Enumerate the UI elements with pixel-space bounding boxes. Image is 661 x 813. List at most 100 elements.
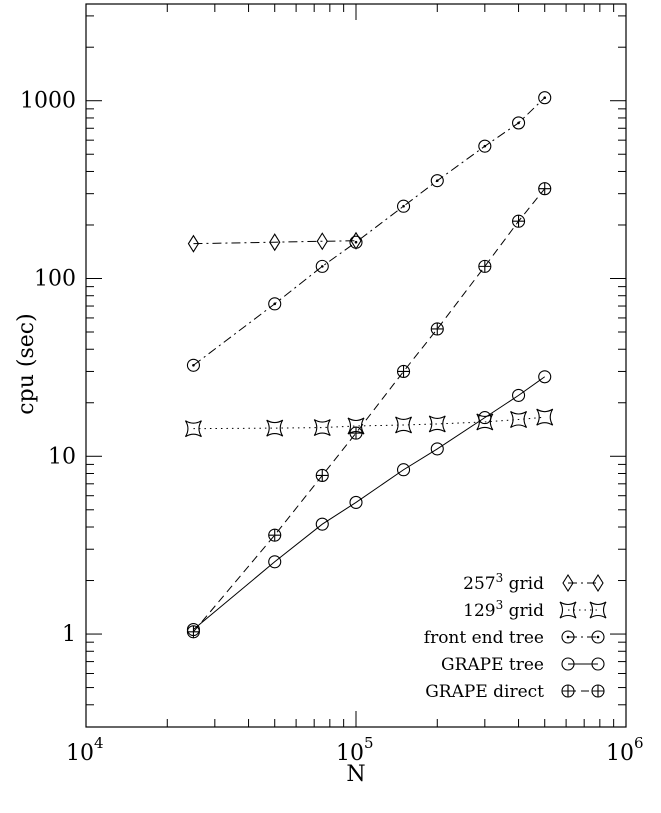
series-marker xyxy=(268,555,282,569)
series-marker xyxy=(350,231,362,250)
series-line xyxy=(193,240,357,245)
series-line xyxy=(193,416,545,430)
legend-label: GRAPE tree xyxy=(441,655,544,675)
series-line xyxy=(193,97,546,366)
series-marker xyxy=(538,370,552,384)
circle-marker-dot xyxy=(354,240,358,244)
circle-marker-shape xyxy=(349,495,363,509)
series-3 xyxy=(186,370,552,637)
series-marker xyxy=(512,116,526,130)
diamond-marker-shape xyxy=(350,231,362,250)
x-tick-exponent: 4 xyxy=(94,734,104,752)
circle-marker-cross xyxy=(268,529,281,542)
y-tick-label: 100 xyxy=(34,266,76,291)
legend-item: GRAPE direct xyxy=(425,682,605,702)
series-4 xyxy=(186,182,552,639)
legend-label: 1293 grid xyxy=(463,598,544,621)
circle-marker-cross xyxy=(187,625,200,638)
series-1 xyxy=(184,408,554,438)
square-marker-shape xyxy=(559,601,577,619)
y-axis-title: cpu (sec) xyxy=(14,313,39,414)
series-marker xyxy=(430,174,444,188)
series-marker xyxy=(559,601,577,619)
series-2 xyxy=(186,91,552,372)
series-marker xyxy=(561,684,575,698)
series-marker xyxy=(430,442,444,456)
series-marker xyxy=(396,199,411,213)
series-0 xyxy=(187,231,362,253)
circle-marker-shape xyxy=(478,139,492,153)
circle-marker-cross xyxy=(592,685,604,697)
legend-item: GRAPE tree xyxy=(441,655,605,675)
circle-marker-shape xyxy=(561,630,575,644)
series-marker xyxy=(266,419,284,437)
x-tick-label: 10 xyxy=(66,741,94,766)
legend-label: 2573 grid xyxy=(463,571,544,594)
y-tick-label: 10 xyxy=(48,444,76,469)
series-marker xyxy=(349,235,363,249)
diamond-marker-shape xyxy=(316,232,328,251)
series-marker xyxy=(562,573,574,593)
circle-marker-shape xyxy=(349,235,363,249)
circle-marker-shape xyxy=(591,630,605,644)
diamond-marker-shape xyxy=(187,234,200,253)
circle-marker-dot xyxy=(402,204,405,208)
circle-marker-dot xyxy=(596,635,600,639)
legend: 2573 grid 1293 grid front end tree GRAPE tr… xyxy=(424,571,607,702)
series-marker xyxy=(538,91,552,105)
series-marker xyxy=(315,517,329,531)
series-marker xyxy=(316,232,328,251)
series-marker xyxy=(561,630,575,644)
diamond-marker-shape xyxy=(592,573,604,593)
circle-marker-shape xyxy=(430,174,444,188)
plot-frame-group xyxy=(85,3,627,728)
circle-marker-dot xyxy=(517,121,520,125)
diamond-marker-shape xyxy=(269,233,281,252)
series-marker xyxy=(589,601,607,619)
circle-marker-shape xyxy=(186,358,200,372)
y-tick-label: 1000 xyxy=(20,89,76,114)
series-marker xyxy=(347,417,365,435)
circle-marker-cross xyxy=(478,260,491,273)
diamond-marker-shape xyxy=(562,573,574,593)
x-axis-title: N xyxy=(346,762,365,787)
series-marker xyxy=(184,420,202,438)
square-marker-shape xyxy=(510,411,528,428)
series-marker xyxy=(510,411,528,428)
square-marker-shape xyxy=(589,601,607,619)
circle-marker-cross xyxy=(562,685,574,697)
legend-item: front end tree xyxy=(424,628,605,648)
series-marker xyxy=(313,419,331,437)
circle-marker-dot xyxy=(566,635,570,639)
circle-marker-shape xyxy=(538,91,552,105)
circle-marker-shape xyxy=(396,463,411,477)
series-marker xyxy=(349,495,363,509)
circle-marker-dot xyxy=(435,179,439,182)
series-marker xyxy=(592,573,604,593)
series-marker xyxy=(315,468,329,483)
circle-marker-shape xyxy=(430,442,444,456)
circle-marker-shape xyxy=(512,388,526,402)
series-marker xyxy=(268,528,282,542)
series-marker xyxy=(395,416,413,434)
series-marker xyxy=(396,364,411,379)
series-marker xyxy=(396,463,411,477)
circle-marker-shape xyxy=(591,657,605,671)
square-marker-shape xyxy=(313,419,331,437)
circle-marker-cross xyxy=(397,365,410,378)
square-marker-shape xyxy=(395,416,413,434)
square-marker-shape xyxy=(536,408,554,426)
x-tick-exponent: 6 xyxy=(634,734,644,752)
square-marker-shape xyxy=(184,420,202,438)
legend-label: GRAPE direct xyxy=(425,682,544,702)
circle-marker-dot xyxy=(543,96,547,99)
legend-item: 1293 grid xyxy=(463,598,607,621)
circle-marker-shape xyxy=(268,555,282,569)
square-marker-shape xyxy=(266,419,284,437)
circle-marker-shape xyxy=(396,199,411,213)
circle-marker-shape xyxy=(315,517,329,531)
series-marker xyxy=(591,630,605,644)
series-marker xyxy=(478,259,492,273)
